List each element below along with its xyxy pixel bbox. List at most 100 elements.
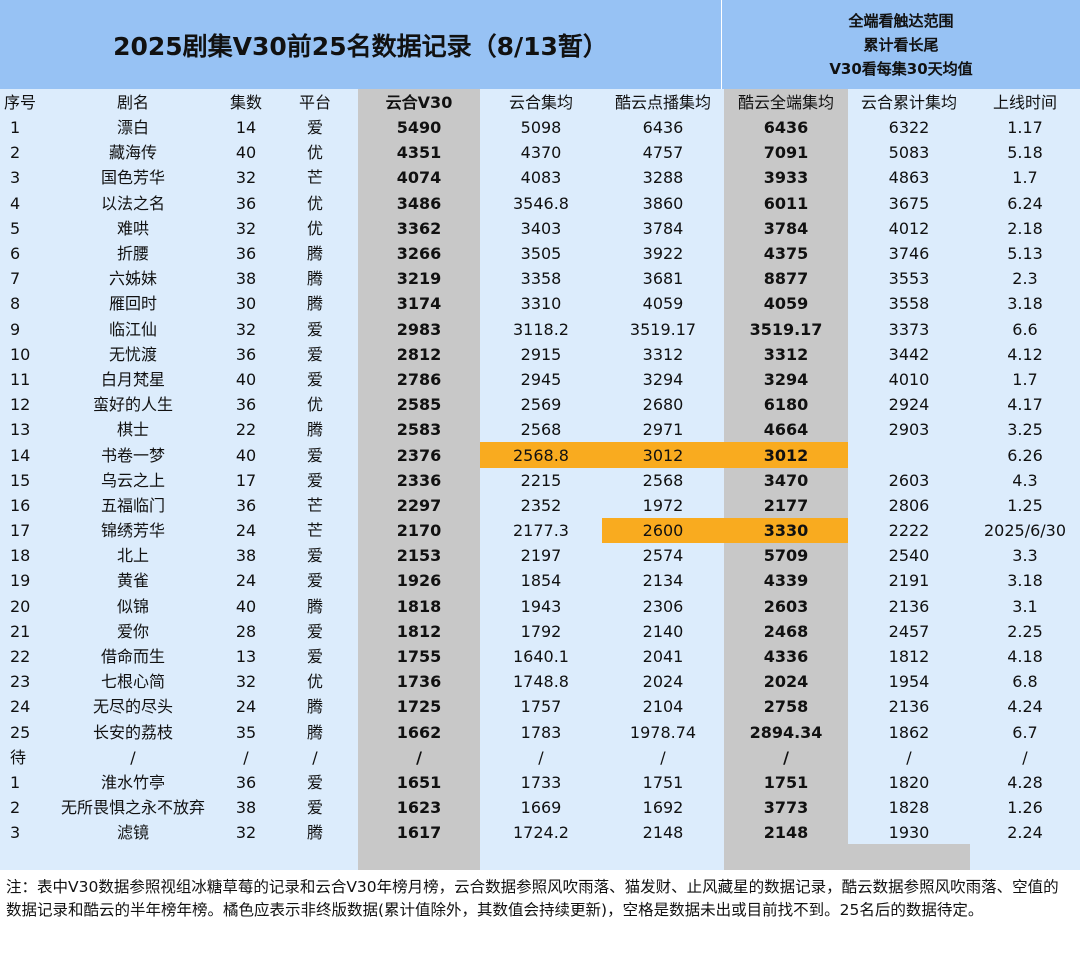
cell-kuyun-vod-avg: 4757: [602, 140, 724, 166]
cell-index: 16: [0, 492, 46, 518]
cell-yunhe-avg: 1783: [480, 719, 602, 745]
cell-platform: 爱: [272, 366, 358, 393]
cell-index: 22: [0, 643, 46, 670]
cell-yunhe-v30: 3486: [358, 190, 480, 216]
cell-yunhe-v30: 1736: [358, 669, 480, 695]
cell-title: 无忧渡: [46, 341, 220, 367]
cell-kuyun-vod-avg: 1978.74: [602, 719, 724, 745]
table-row: 1 漂白 14 爱 5490 5098 6436 6436 6322 1.17: [0, 115, 1080, 141]
cell-yunhe-v30: 1662: [358, 719, 480, 745]
column-header-release-date: 上线时间: [970, 89, 1080, 115]
cell-episodes: 28: [220, 618, 272, 644]
cell-index: 9: [0, 316, 46, 342]
metric-note-2: 累计看长尾: [863, 35, 939, 54]
cell-yunhe-avg: 2568.8: [480, 442, 602, 468]
cell-platform: 腾: [272, 240, 358, 267]
cell-title: 无所畏惧之永不放弃: [46, 795, 220, 821]
cell-title: 以法之名: [46, 190, 220, 216]
cell-title: 六姊妹: [46, 266, 220, 292]
cell-yunhe-avg: 3505: [480, 240, 602, 267]
cell-kuyun-all-avg: 3312: [724, 341, 848, 367]
cell-title: 乌云之上: [46, 467, 220, 493]
cell-platform: 爱: [272, 467, 358, 493]
cell-kuyun-vod-avg: 2600: [602, 518, 724, 544]
cell-release-date: 4.24: [970, 694, 1080, 720]
cell-yunhe-v30: 1812: [358, 618, 480, 644]
cell-yunhe-v30: 5490: [358, 115, 480, 141]
table-row: 6 折腰 36 腾 3266 3505 3922 4375 3746 5.13: [0, 240, 1080, 267]
cell-yunhe-v30: /: [358, 744, 480, 770]
cell-yunhe-cum-avg: [848, 442, 970, 468]
cell-yunhe-cum-avg: 2540: [848, 543, 970, 569]
cell-release-date: 1.7: [970, 165, 1080, 191]
cell-index: 25: [0, 719, 46, 745]
table-row: 9 临江仙 32 爱 2983 3118.2 3519.17 3519.17 3373 6.6: [0, 316, 1080, 342]
cell-platform: 爱: [272, 795, 358, 821]
cell-index: 7: [0, 266, 46, 292]
cell-yunhe-avg: 2569: [480, 392, 602, 418]
cell-yunhe-v30: 2583: [358, 417, 480, 443]
cell-release-date: 1.25: [970, 492, 1080, 518]
table-row: 14 书卷一梦 40 爱 2376 2568.8 3012 3012 6.26: [0, 442, 1080, 468]
cell-yunhe-avg: 1669: [480, 795, 602, 821]
column-header-platform: 平台: [272, 89, 358, 115]
column-header-yunhe-v30: 云合V30: [358, 89, 480, 115]
cell-platform: 爱: [272, 341, 358, 367]
cell-yunhe-avg: 1943: [480, 593, 602, 619]
cell-kuyun-vod-avg: 3860: [602, 190, 724, 216]
cell-index: 21: [0, 618, 46, 644]
cell-yunhe-cum-avg: 2136: [848, 694, 970, 720]
cell-kuyun-all-avg: 2148: [724, 820, 848, 846]
cell-platform: 爱: [272, 769, 358, 796]
table-row: 待 / / / / / / / / /: [0, 744, 1080, 770]
cell-yunhe-v30: 2376: [358, 442, 480, 468]
cell-release-date: 3.18: [970, 291, 1080, 317]
cell-kuyun-all-avg: 3470: [724, 467, 848, 493]
metric-notes: 全端看触达范围 累计看长尾 V30看每集30天均值: [722, 0, 1080, 89]
cell-episodes: 38: [220, 795, 272, 821]
table-row: 5 难哄 32 优 3362 3403 3784 3784 4012 2.18: [0, 215, 1080, 241]
cell-kuyun-all-avg: 6436: [724, 115, 848, 141]
cell-release-date: 2.3: [970, 266, 1080, 292]
cell-yunhe-v30: 1617: [358, 820, 480, 846]
cell-index: 1: [0, 115, 46, 141]
cell-yunhe-v30: 2585: [358, 392, 480, 418]
cell-platform: 优: [272, 215, 358, 241]
cell-kuyun-all-avg: 6180: [724, 392, 848, 418]
cell-title: 七根心简: [46, 669, 220, 695]
cell-title: 难哄: [46, 215, 220, 241]
footnote: 注：表中V30数据参照视组冰糖草莓的记录和云合V30年榜月榜，云合数据参照风吹雨…: [0, 870, 1080, 958]
cell-kuyun-all-avg: 2177: [724, 492, 848, 518]
cell-title: 国色芳华: [46, 165, 220, 191]
cell-platform: 爱: [272, 618, 358, 644]
cell-kuyun-vod-avg: 1692: [602, 795, 724, 821]
column-header-yunhe-avg: 云合集均: [480, 89, 602, 115]
cell-kuyun-vod-avg: 2024: [602, 669, 724, 695]
cell-kuyun-vod-avg: 3519.17: [602, 316, 724, 342]
cell-yunhe-cum-avg: /: [848, 744, 970, 770]
cell-episodes: 24: [220, 518, 272, 544]
cell-release-date: 1.7: [970, 366, 1080, 393]
cell-yunhe-v30: 2786: [358, 366, 480, 393]
cell-yunhe-cum-avg: 1820: [848, 769, 970, 796]
cell-kuyun-vod-avg: 2041: [602, 643, 724, 670]
table-row: 2 藏海传 40 优 4351 4370 4757 7091 5083 5.18: [0, 140, 1080, 166]
cell-yunhe-v30: 2297: [358, 492, 480, 518]
cell-yunhe-cum-avg: 3373: [848, 316, 970, 342]
cell-release-date: 2.25: [970, 618, 1080, 644]
cell-kuyun-all-avg: 2894.34: [724, 719, 848, 745]
cell-episodes: 32: [220, 669, 272, 695]
cell-title: 临江仙: [46, 316, 220, 342]
cell-platform: 腾: [272, 266, 358, 292]
cell-title: 借命而生: [46, 643, 220, 670]
cell-kuyun-vod-avg: 3922: [602, 240, 724, 267]
cell-kuyun-vod-avg: 2104: [602, 694, 724, 720]
column-header-episodes: 集数: [220, 89, 272, 115]
cell-platform: 优: [272, 190, 358, 216]
cell-title: 棋士: [46, 417, 220, 443]
cell-yunhe-v30: 2983: [358, 316, 480, 342]
cell-episodes: 14: [220, 115, 272, 141]
cell-kuyun-all-avg: 3519.17: [724, 316, 848, 342]
cell-index: 2: [0, 795, 46, 821]
